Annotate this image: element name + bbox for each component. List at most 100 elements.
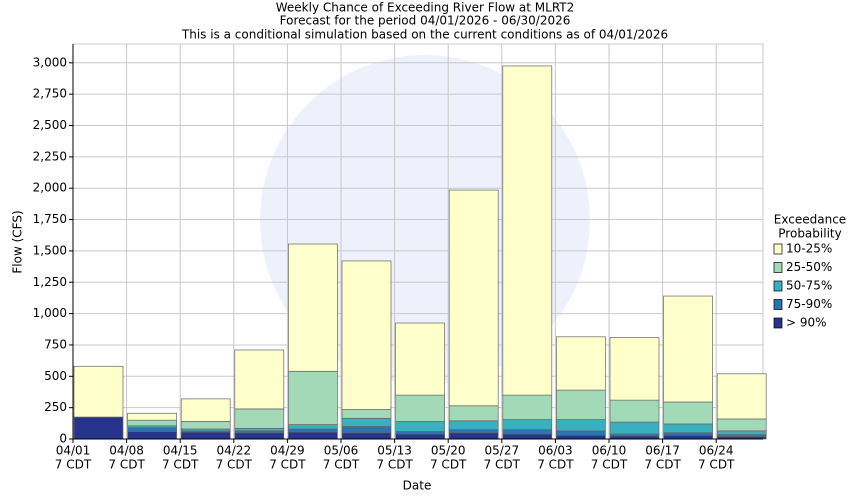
x-tick-sublabel: 7 CDT [484,458,521,472]
x-tick-label: 04/15 [163,444,198,458]
bar-segment [448,189,499,407]
y-tick-label: 2,000 [33,181,67,195]
legend-swatch [773,280,783,292]
x-tick-sublabel: 7 CDT [269,458,306,472]
y-tick-label: 3,000 [33,55,67,69]
bar-segment [234,432,285,440]
bar-segment [663,423,713,434]
y-tick-label: 1,250 [33,275,67,289]
bar-segment [127,419,177,427]
x-tick-sublabel: 7 CDT [537,458,574,472]
bar-segment [556,389,606,420]
bar-segment [448,429,499,434]
x-tick-label: 06/17 [645,444,680,458]
bar-segment [180,421,231,430]
chart-title: Weekly Chance of Exceeding River Flow at… [276,1,575,15]
x-tick-sublabel: 7 CDT [108,458,145,472]
x-tick-sublabel: 7 CDT [162,458,199,472]
bar-segment [288,424,338,430]
bar-segment [502,419,553,430]
legend-label: 50-75% [786,279,832,293]
bar-segment [502,429,553,435]
x-tick-label: 06/03 [538,444,573,458]
y-tick-label: 0 [59,432,67,446]
bar-segment [502,433,553,440]
bar-segment [395,431,445,435]
x-tick-sublabel: 7 CDT [55,458,92,472]
x-tick-sublabel: 7 CDT [376,458,413,472]
bar-segment [180,431,231,440]
bar-segment [341,432,392,440]
x-tick-label: 06/24 [699,444,734,458]
chart-subtitle: Forecast for the period 04/01/2026 - 06/… [280,14,571,28]
x-tick-sublabel: 7 CDT [216,458,253,472]
x-tick-sublabel: 7 CDT [644,458,681,472]
y-tick-label: 2,750 [33,87,67,101]
x-tick-label: 06/10 [592,444,627,458]
bar-segment [180,398,231,422]
legend-label: 75-90% [786,297,832,311]
x-tick-label: 05/06 [324,444,359,458]
y-tick-label: 750 [44,337,67,351]
y-tick-label: 1,750 [33,212,67,226]
bar-segment [234,408,285,429]
bar-segment [288,431,338,440]
bar-segment [663,432,713,436]
bar-segment [716,373,767,420]
y-tick-label: 500 [44,369,67,383]
legend-label: 10-25% [786,242,832,256]
y-tick-label: 2,500 [33,118,67,132]
legend-label: > 90% [786,316,827,330]
y-tick-label: 250 [44,400,67,414]
bar-segment [663,434,713,440]
bar-segment [663,295,713,403]
bar-segment [288,243,338,372]
bar-segment [395,322,445,396]
bar-segment [288,428,338,433]
bar-segment [556,336,606,391]
x-tick-label: 04/01 [56,444,91,458]
bar-segment [556,434,606,440]
x-axis-label: Date [403,479,432,493]
bar-segment [341,409,392,419]
bar-segment [127,431,177,440]
bar-segment [234,349,285,410]
bar-segment [395,394,445,422]
bar-segment [341,426,392,434]
bar-segment [341,260,392,410]
bar-segment [448,420,499,430]
x-tick-label: 05/20 [431,444,466,458]
bar-segment [395,421,445,432]
bar-segment [73,365,124,418]
bar-segment [234,427,285,432]
legend-swatch [773,243,783,255]
bar-segment [716,418,767,432]
bar-segment [502,65,553,396]
bar-segment [556,430,606,436]
x-tick-label: 05/27 [485,444,520,458]
x-tick-sublabel: 7 CDT [323,458,360,472]
legend-swatch [773,299,783,310]
x-tick-sublabel: 7 CDT [698,458,735,472]
x-tick-sublabel: 7 CDT [430,458,467,472]
bar-segment [716,430,767,435]
x-tick-label: 04/22 [217,444,252,458]
bar-segment [288,370,338,425]
bar-segment [341,417,392,427]
x-tick-sublabel: 7 CDT [591,458,628,472]
bar-segment [448,432,499,440]
bar-segment [609,337,660,401]
x-tick-label: 04/08 [109,444,144,458]
bar-segment [556,419,606,432]
bar-segment [502,394,553,420]
bar-segment [73,416,124,440]
y-tick-label: 1,500 [33,243,67,257]
bar-segment [448,405,499,422]
y-tick-label: 2,250 [33,149,67,163]
legend-swatch [773,262,783,273]
x-tick-label: 05/13 [377,444,412,458]
chart-note: This is a conditional simulation based o… [181,28,668,42]
bar-segment [127,427,177,432]
bar-segment [609,421,660,435]
